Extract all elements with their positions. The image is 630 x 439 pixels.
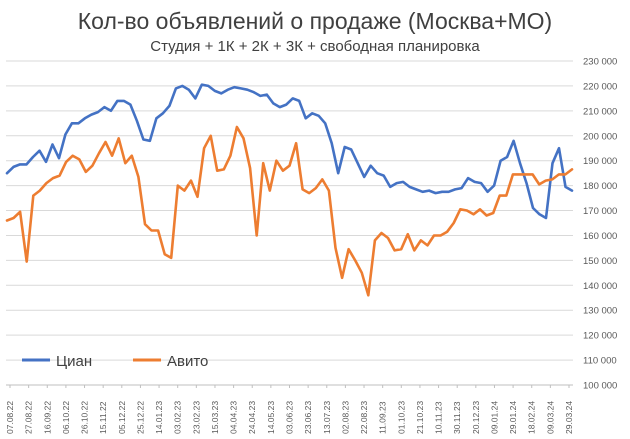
x-tick-label: 07.08.22: [5, 401, 15, 434]
y-tick-label: 230 000: [583, 57, 617, 68]
y-tick-label: 140 000: [583, 281, 617, 292]
x-tick-label: 15.03.23: [210, 401, 220, 434]
x-tick-label: 03.06.23: [285, 401, 295, 434]
chart-title: Кол-во объявлений о продаже (Москва+МО): [77, 8, 553, 34]
x-tick-label: 22.08.23: [359, 401, 369, 434]
x-tick-label: 02.08.23: [340, 401, 350, 434]
x-tick-label: 15.11.22: [98, 401, 108, 434]
y-tick-label: 200 000: [583, 131, 617, 142]
y-tick-label: 130 000: [583, 306, 617, 317]
x-tick-label: 09.03.24: [545, 401, 555, 434]
x-tick-label: 29.03.24: [564, 401, 574, 434]
y-tick-label: 190 000: [583, 156, 617, 167]
legend: Циан Авито: [22, 353, 208, 370]
x-tick-label: 20.12.23: [471, 401, 481, 434]
y-tick-label: 120 000: [583, 331, 617, 342]
x-tick-label: 14.05.23: [266, 401, 276, 434]
y-tick-label: 210 000: [583, 106, 617, 117]
y-tick-label: 170 000: [583, 206, 617, 217]
y-tick-label: 110 000: [583, 356, 617, 367]
chart-subtitle: Студия + 1К + 2К + 3К + свободная планир…: [150, 38, 480, 55]
series-line-cian: [5, 83, 574, 220]
y-tick-label: 100 000: [583, 381, 617, 392]
y-tick-label: 180 000: [583, 181, 617, 192]
x-tick-label: 14.01.23: [154, 401, 164, 434]
grid-layer: [6, 60, 573, 386]
legend-label: Циан: [56, 353, 92, 370]
x-tick-label: 01.10.23: [396, 401, 406, 434]
x-tick-label: 06.10.22: [61, 401, 71, 434]
y-tick-label: 160 000: [583, 231, 617, 242]
y-tick-label: 150 000: [583, 256, 617, 267]
series-layer: [5, 83, 574, 297]
x-tick-label: 25.12.22: [135, 401, 145, 434]
x-tick-label: 23.02.23: [191, 401, 201, 434]
x-tick-label: 24.04.23: [247, 401, 257, 434]
x-tick-label: 11.09.23: [378, 401, 388, 434]
x-tick-label: 05.12.22: [117, 401, 127, 434]
x-tick-label: 27.08.22: [24, 401, 34, 434]
x-tick-label: 16.09.22: [42, 401, 52, 434]
x-tick-label: 18.02.24: [527, 401, 537, 434]
legend-label: Авито: [167, 353, 208, 370]
x-tick-label: 13.07.23: [322, 401, 332, 434]
x-tick-label: 04.04.23: [229, 401, 239, 434]
x-tick-label: 21.10.23: [415, 401, 425, 434]
y-axis-ticks: 100 000 110 000 120 000 130 000 140 000 150 0…: [583, 57, 617, 392]
x-axis-ticks: 07.08.22 27.08.22 16.09.22 06.10.22 26.10.22…: [5, 385, 574, 434]
series-line-avito: [5, 125, 574, 297]
x-tick-label: 30.11.23: [452, 401, 462, 434]
x-tick-label: 09.01.24: [489, 401, 499, 434]
y-tick-label: 220 000: [583, 81, 617, 92]
x-tick-label: 03.02.23: [173, 401, 183, 434]
x-tick-label: 26.10.22: [80, 401, 90, 434]
x-tick-label: 10.11.23: [434, 401, 444, 434]
x-tick-label: 23.06.23: [303, 401, 313, 434]
x-tick-label: 29.01.24: [508, 401, 518, 434]
